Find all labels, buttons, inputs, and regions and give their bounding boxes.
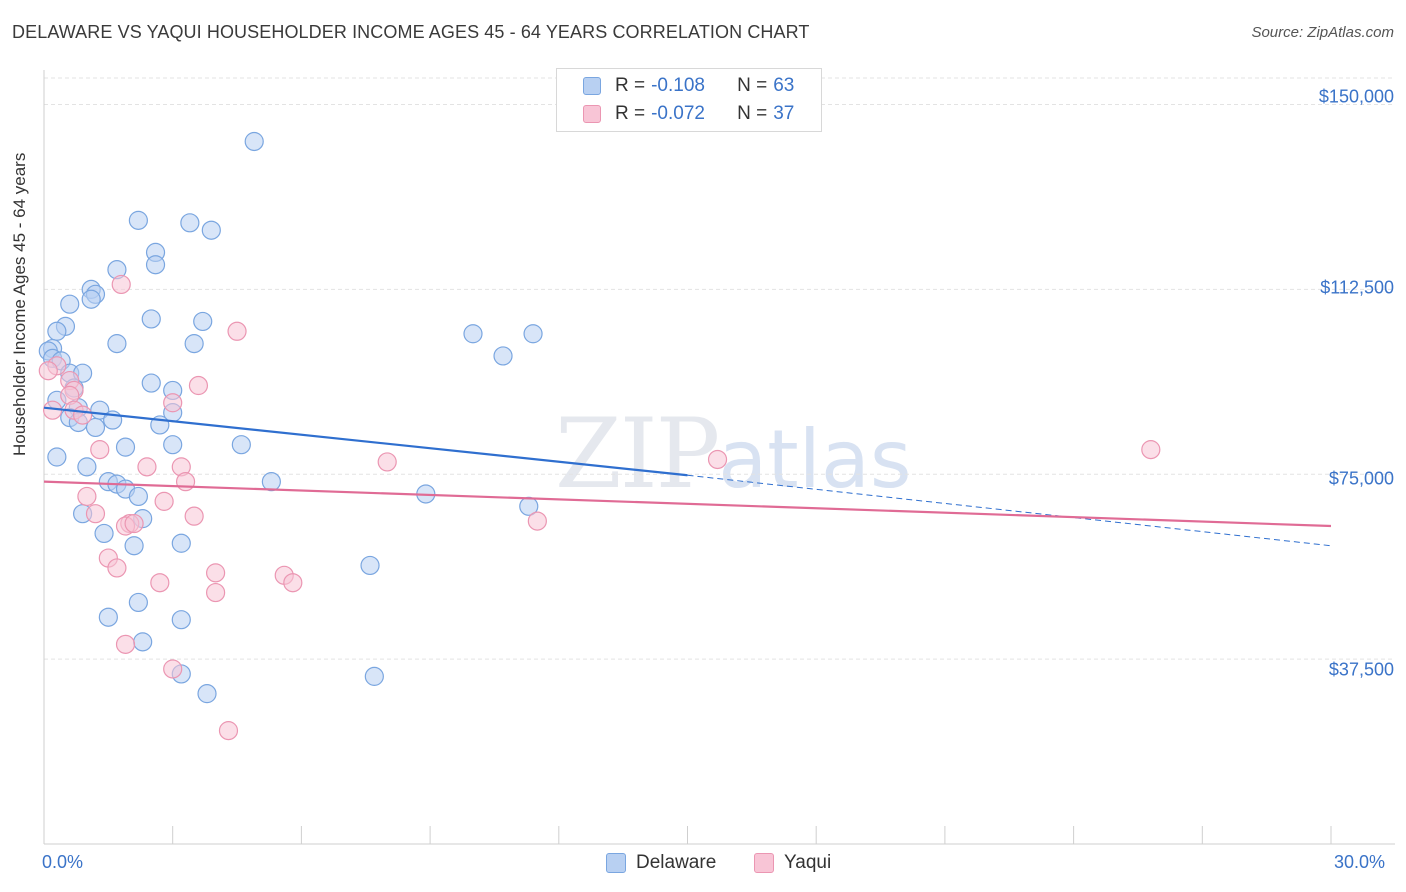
delaware-point-54: [171, 533, 191, 553]
delaware-point-48: [128, 486, 148, 507]
delaware-n-value: 63: [773, 75, 795, 96]
r-label: R =: [615, 75, 646, 96]
yaqui-point-21: [184, 506, 204, 526]
yaqui-point-32: [206, 582, 226, 603]
delaware-point-21: [493, 346, 513, 366]
delaware-point-52: [94, 523, 114, 544]
yaqui-point-25: [124, 513, 144, 534]
delaware-swatch: [583, 77, 601, 95]
yaqui-point-18: [77, 486, 97, 507]
delaware-point-40: [115, 437, 136, 457]
delaware-point-56: [128, 592, 148, 613]
yaqui-point-12: [377, 452, 397, 472]
yaqui-point-1: [227, 321, 247, 341]
delaware-point-37: [85, 417, 106, 438]
yaqui-point-35: [218, 721, 239, 741]
yaqui-point-24: [527, 511, 547, 531]
watermark: ZIPatlas: [555, 398, 912, 510]
chart-title: DELAWARE VS YAQUI HOUSEHOLDER INCOME AGE…: [12, 22, 810, 42]
y-tick-label-150000: $150,000: [1318, 86, 1394, 107]
yaqui-point-30: [150, 573, 170, 593]
yaqui-legend-swatch: [754, 853, 774, 873]
yaqui-point-15: [137, 457, 157, 477]
legend-item-yaqui[interactable]: Yaqui: [754, 852, 831, 874]
yaqui-n-value: 37: [773, 103, 795, 124]
yaqui-point-10: [73, 405, 93, 425]
legend-row-yaqui: R = -0.072 N = 37: [557, 101, 794, 127]
delaware-trend-line: [43, 406, 688, 477]
yaqui-r-value: -0.072: [651, 103, 705, 124]
yaqui-point-20: [85, 504, 106, 524]
yaqui-point-13: [707, 449, 728, 470]
delaware-point-62: [197, 684, 217, 704]
delaware-point-16: [523, 324, 543, 344]
y-tick-label-112500: $112,500: [1320, 277, 1394, 298]
delaware-point-10: [60, 294, 80, 314]
watermark-zip: ZIP: [555, 398, 720, 510]
delaware-point-1: [128, 210, 148, 230]
source-credit: Source: ZipAtlas.com: [1251, 24, 1394, 41]
delaware-point-61: [364, 666, 384, 686]
yaqui-point-8: [163, 393, 183, 413]
yaqui-point-19: [154, 491, 174, 511]
delaware-point-42: [77, 457, 97, 477]
delaware-point-43: [261, 472, 281, 492]
r-label: R =: [615, 103, 646, 124]
n-label: N =: [737, 75, 768, 96]
delaware-legend-swatch: [606, 853, 626, 873]
delaware-point-18: [184, 334, 204, 354]
correlation-legend: R = -0.108 N = 63 R = -0.072 N = 37: [556, 68, 822, 132]
delaware-point-41: [47, 447, 67, 467]
delaware-point-14: [47, 321, 67, 341]
yaqui-legend-label: Yaqui: [784, 852, 832, 873]
x-tick-label-min: 0.0%: [42, 852, 84, 872]
delaware-point-53: [124, 536, 144, 556]
delaware-legend-label: Delaware: [636, 852, 717, 873]
legend-row-delaware: R = -0.108 N = 63: [557, 73, 794, 99]
yaqui-point-14: [1141, 440, 1161, 460]
yaqui-point-0: [111, 274, 131, 295]
x-tick-label-max: 30.0%: [1334, 852, 1386, 872]
yaqui-point-6: [188, 375, 209, 396]
legend-item-delaware[interactable]: Delaware: [606, 852, 716, 874]
n-label: N =: [737, 103, 768, 124]
delaware-point-0: [244, 131, 264, 152]
delaware-trend-extension: [687, 474, 1332, 547]
watermark-atlas: atlas: [718, 413, 912, 506]
delaware-point-26: [141, 373, 161, 393]
delaware-point-17: [107, 334, 127, 354]
delaware-point-12: [193, 311, 213, 332]
yaqui-point-33: [115, 634, 136, 654]
delaware-point-3: [201, 220, 221, 240]
yaqui-point-11: [90, 440, 110, 460]
yaqui-point-17: [175, 472, 196, 492]
delaware-point-58: [171, 610, 191, 630]
yaqui-point-27: [107, 558, 127, 578]
delaware-point-11: [141, 309, 161, 329]
y-tick-label-37500: $37,500: [1328, 659, 1394, 680]
y-axis-label: Householder Income Ages 45 - 64 years: [10, 152, 29, 456]
y-tick-label-75000: $75,000: [1328, 468, 1394, 489]
yaqui-point-28: [206, 563, 226, 583]
delaware-point-15: [463, 324, 483, 344]
series-legend: Delaware Yaqui: [0, 852, 1406, 878]
yaqui-swatch: [583, 105, 601, 123]
delaware-point-59: [133, 632, 153, 652]
delaware-point-9: [81, 289, 101, 309]
delaware-point-57: [98, 607, 118, 627]
delaware-point-5: [145, 255, 166, 275]
yaqui-point-34: [163, 659, 183, 679]
delaware-r-value: -0.108: [651, 75, 705, 96]
delaware-point-39: [231, 435, 251, 455]
yaqui-point-31: [283, 573, 303, 593]
yaqui-trend-line: [43, 480, 1332, 528]
yaqui-point-3: [38, 361, 58, 381]
delaware-point-55: [360, 555, 380, 576]
delaware-point-2: [180, 213, 200, 233]
delaware-point-38: [163, 435, 183, 455]
